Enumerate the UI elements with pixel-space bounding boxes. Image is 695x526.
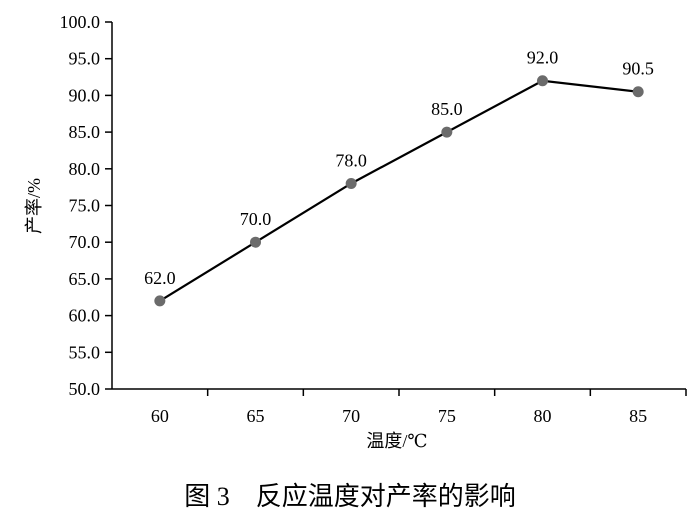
y-tick-label: 85.0 <box>69 122 101 142</box>
x-tick-label: 60 <box>151 406 169 426</box>
y-axis-ticks: 50.0 55.0 60.0 65.0 70.0 75.0 80.0 85.0 90.0 95.0… <box>60 12 112 399</box>
x-axis-ticks: 60 65 70 75 80 85 <box>151 389 687 426</box>
x-axis-title: 温度/℃ <box>366 431 427 451</box>
figure-caption: 图 3 反应温度对产率的影响 <box>184 482 516 511</box>
x-tick-label: 65 <box>247 406 265 426</box>
x-tick-label: 80 <box>534 406 552 426</box>
data-point <box>250 236 261 248</box>
y-tick-label: 55.0 <box>69 342 101 362</box>
x-tick-label: 70 <box>342 406 360 426</box>
data-point <box>154 295 166 307</box>
y-tick-label: 100.0 <box>60 12 101 32</box>
x-tick-label: 85 <box>629 406 647 426</box>
series-layer <box>154 75 644 307</box>
data-point <box>537 75 548 87</box>
data-label: 78.0 <box>335 150 367 170</box>
data-label: 70.0 <box>240 209 272 229</box>
y-tick-label: 80.0 <box>69 159 101 179</box>
data-label: 92.0 <box>527 48 559 68</box>
data-point <box>441 126 453 138</box>
x-tick-label: 75 <box>438 406 456 426</box>
data-label: 90.5 <box>622 59 654 79</box>
data-label: 85.0 <box>431 99 463 119</box>
y-axis-title: 产率/% <box>24 178 44 234</box>
y-tick-label: 70.0 <box>69 232 101 252</box>
series-line <box>159 79 639 302</box>
y-tick-label: 75.0 <box>69 196 101 216</box>
data-point <box>345 177 357 189</box>
data-label: 62.0 <box>144 268 176 288</box>
y-tick-label: 50.0 <box>69 379 101 399</box>
data-labels-layer: 62.0 70.0 78.0 85.0 92.0 90.5 <box>144 48 654 288</box>
y-tick-label: 95.0 <box>69 49 101 69</box>
y-tick-label: 65.0 <box>69 269 101 289</box>
y-tick-label: 60.0 <box>69 306 101 326</box>
data-point <box>632 86 644 98</box>
axes <box>111 22 686 390</box>
y-tick-label: 90.0 <box>69 85 101 105</box>
